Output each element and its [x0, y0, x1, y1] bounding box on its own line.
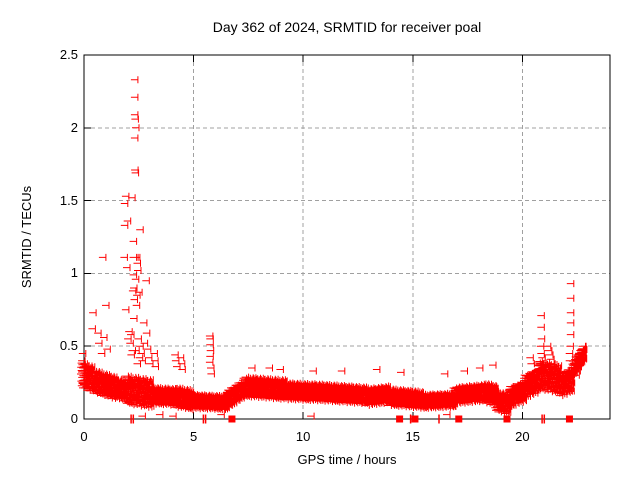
y-tick-label: 1.5: [59, 192, 78, 208]
y-tick-label: 0: [70, 411, 78, 426]
y-tick-label: 1: [70, 265, 78, 281]
chart-title: Day 362 of 2024, SRMTID for receiver poa…: [212, 19, 482, 35]
x-tick-label: 0: [80, 429, 88, 444]
x-tick-label: 10: [295, 429, 311, 444]
x-tick-label: 5: [189, 429, 198, 444]
y-tick-label: 0.5: [59, 338, 78, 354]
x-axis-label: GPS time / hours: [297, 452, 397, 467]
y-tick-label: 2: [70, 119, 78, 135]
x-tick-label: 15: [405, 429, 420, 444]
x-tick-label: 20: [515, 429, 530, 444]
y-tick-label: 2.5: [59, 47, 78, 62]
